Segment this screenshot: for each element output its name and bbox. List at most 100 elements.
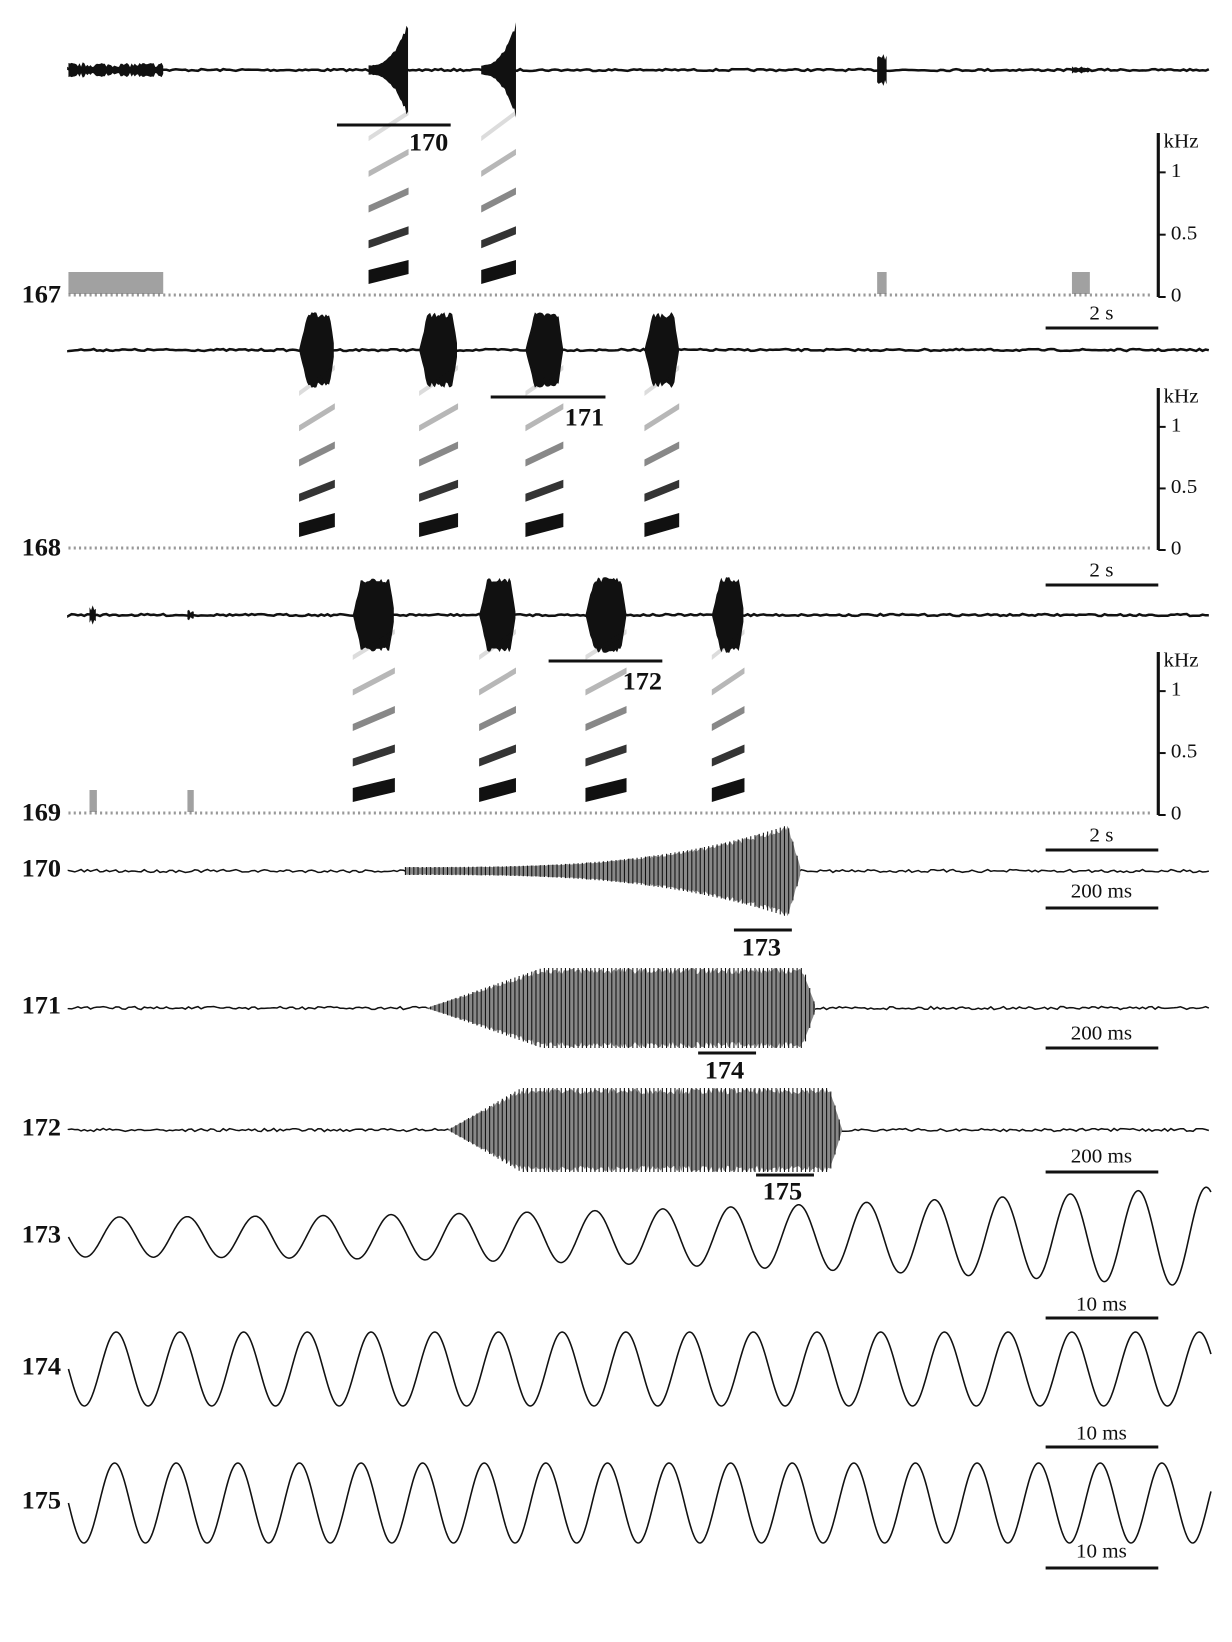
axis-unit: kHz [1164,386,1199,407]
harmonic-band [525,441,564,467]
harmonic-band [352,744,395,767]
call-oscillogram [481,22,516,118]
noise-burst [68,62,164,78]
call-oscillogram [585,577,627,653]
harmonic-band [585,744,627,767]
harmonic-band [352,667,395,696]
harmonic-band [711,667,745,696]
scale-bar-label: 200 ms [1071,1146,1132,1167]
harmonic-band [419,479,459,502]
harmonic-band [525,479,564,502]
panel-label: 175 [22,1486,61,1514]
harmonic-band [711,706,745,732]
harmonic-band [368,187,409,213]
scale-bar-label: 10 ms [1076,1541,1127,1562]
baseline-trace [67,612,1209,619]
waveform [67,1462,1212,1544]
baseline-trace [67,66,1210,73]
noise-patch [89,790,97,812]
noise-burst [89,605,96,625]
harmonic-band [585,629,627,661]
panel-label: 173 [22,1220,61,1248]
selection-label: 173 [742,933,781,961]
harmonic-band [368,148,409,177]
harmonic-band [711,744,745,767]
harmonic-band [368,226,409,249]
axis-tick-label: 1 [1171,160,1182,181]
harmonic-band [479,778,516,802]
harmonic-band [644,441,680,467]
call-oscillogram [711,577,744,653]
call-oscillogram [299,312,334,388]
harmonic-band [368,110,409,142]
harmonic-band [479,629,516,661]
harmonic-band [644,403,680,432]
scale-bar-label: 10 ms [1076,1294,1127,1315]
harmonic-band [711,629,745,661]
harmonic-band [644,479,680,502]
harmonic-band [525,403,564,432]
selection-label: 175 [763,1177,802,1205]
call-oscillogram [352,578,394,652]
scale-bar-label: 200 ms [1071,1023,1132,1044]
axis-tick-label: 0 [1171,538,1182,559]
axis-tick-label: 0.5 [1171,476,1197,497]
harmonic-band [585,778,627,802]
selection-label: 171 [565,403,604,431]
axis-tick-label: 0.5 [1171,741,1197,762]
axis-tick-label: 0 [1171,285,1182,306]
panel-label: 169 [22,798,61,826]
harmonic-band [479,706,516,732]
harmonic-band [525,513,564,537]
selection-label: 170 [409,128,448,156]
harmonic-band [481,187,516,213]
harmonic-band [481,110,516,142]
harmonic-band [299,513,335,537]
call-oscillogram [419,312,457,388]
call-cycles [430,968,815,1048]
call-oscillogram [525,312,564,388]
axis-unit: kHz [1164,650,1199,671]
harmonic-band [352,706,395,732]
waveform [67,1331,1212,1407]
axis-tick-label: 0.5 [1171,223,1197,244]
selection-label: 174 [705,1056,745,1084]
axis-unit: kHz [1164,131,1199,152]
harmonic-band [419,441,459,467]
panel-label: 170 [22,854,61,882]
noise-patch [187,790,194,812]
call-cycles [404,826,798,916]
harmonic-band [711,778,745,802]
panel-label: 167 [22,280,62,308]
harmonic-band [299,364,335,396]
harmonic-band [644,513,680,537]
harmonic-band [525,364,564,396]
scale-bar-label: 2 s [1089,825,1113,846]
harmonic-band [299,403,335,432]
harmonic-band [585,706,627,732]
harmonic-band [299,479,335,502]
harmonic-band [419,403,459,432]
panel-label: 174 [22,1352,62,1380]
scale-bar-label: 2 s [1089,303,1113,324]
harmonic-band [585,667,627,696]
panel-label: 168 [22,533,61,561]
axis-tick-label: 0 [1171,803,1182,824]
call-oscillogram [368,25,409,115]
harmonic-band [481,148,516,177]
harmonic-band [352,629,395,661]
axis-tick-label: 1 [1171,679,1182,700]
waveform [67,1186,1212,1286]
harmonic-band [644,364,680,396]
noise-burst [187,609,194,621]
call-oscillogram [644,312,680,388]
harmonic-band [481,226,516,249]
harmonic-band [299,441,335,467]
noise-patch [68,272,164,294]
harmonic-band [419,513,459,537]
panel-label: 172 [22,1113,61,1141]
harmonic-band [479,667,516,696]
call-cycles [451,1088,840,1172]
